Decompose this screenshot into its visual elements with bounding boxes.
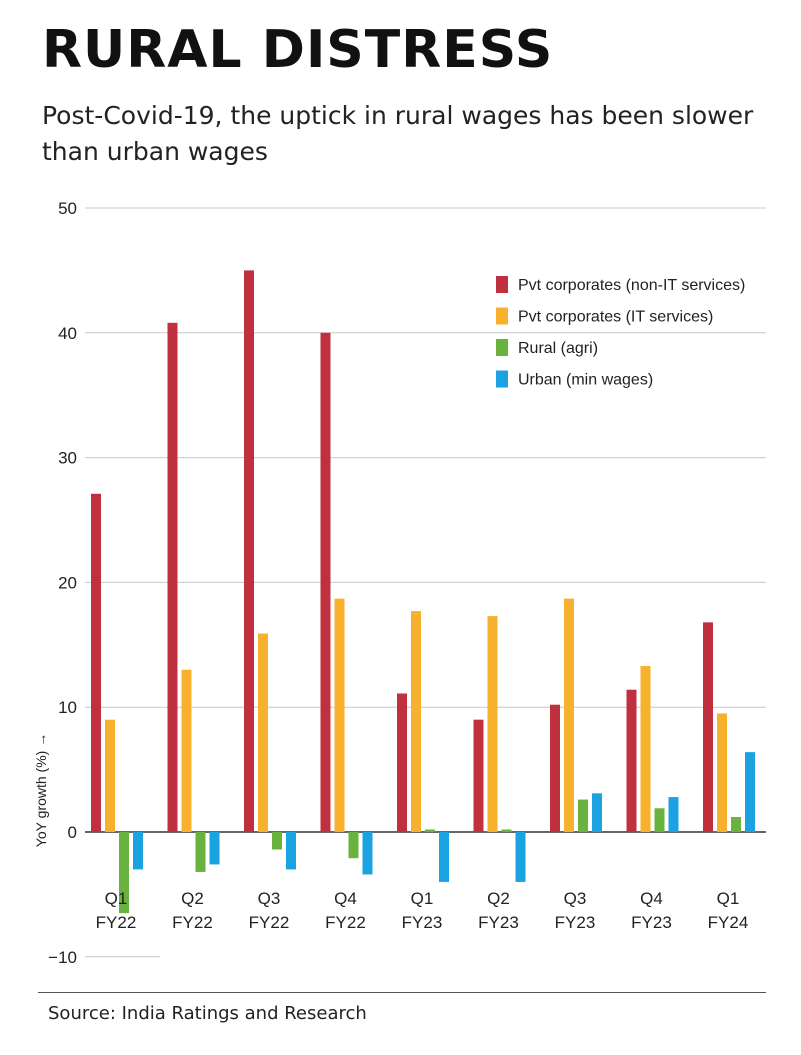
- bar-pvt-corporates-it-services: [105, 719, 115, 832]
- bar-pvt-corporates-it-services: [640, 666, 651, 832]
- bar-pvt-corporates-non-it-services: [167, 322, 178, 832]
- x-tick-label-quarter: Q1: [411, 889, 434, 908]
- chart-title: RURAL DISTRESS: [42, 20, 554, 80]
- bar-pvt-corporates-it-services: [564, 598, 574, 832]
- bar-pvt-corporates-non-it-services: [703, 622, 713, 832]
- legend-swatch: [496, 276, 508, 293]
- bar-pvt-corporates-non-it-services: [91, 493, 101, 832]
- legend-swatch: [496, 370, 508, 388]
- legend-label: Urban (min wages): [518, 372, 653, 389]
- bar-rural-agri: [425, 829, 435, 832]
- x-tick-label-quarter: Q4: [640, 889, 663, 908]
- bar-urban-min-wages: [668, 797, 679, 832]
- bar-pvt-corporates-it-services: [717, 713, 727, 832]
- bar-rural-agri: [348, 832, 359, 859]
- legend-swatch: [496, 307, 508, 325]
- bar-urban-min-wages: [592, 793, 602, 832]
- x-tick-label-quarter: Q3: [564, 889, 587, 908]
- bar-pvt-corporates-non-it-services: [626, 689, 637, 832]
- x-tick-label-year: FY23: [555, 913, 596, 932]
- bar-pvt-corporates-non-it-services: [320, 332, 331, 832]
- bar-urban-min-wages: [133, 832, 143, 870]
- bar-pvt-corporates-non-it-services: [473, 719, 484, 832]
- bar-pvt-corporates-it-services: [334, 598, 345, 832]
- y-tick-label: 50: [58, 199, 77, 218]
- bar-urban-min-wages: [209, 832, 220, 865]
- x-tick-label-year: FY22: [172, 913, 213, 932]
- bar-urban-min-wages: [745, 752, 755, 832]
- source-note: Source: India Ratings and Research: [48, 1003, 367, 1024]
- y-tick-label: 30: [58, 449, 77, 468]
- x-tick-label-year: FY22: [249, 913, 290, 932]
- bar-rural-agri: [654, 808, 665, 832]
- bar-pvt-corporates-it-services: [258, 633, 268, 832]
- y-tick-label: 20: [58, 573, 77, 592]
- bar-urban-min-wages: [286, 832, 296, 870]
- y-axis-label: YoY growth (%) →: [33, 733, 49, 847]
- x-tick-label-year: FY24: [708, 913, 749, 932]
- legend-label: Rural (agri): [518, 340, 598, 357]
- y-tick-label: 10: [58, 698, 77, 717]
- x-tick-label-year: FY23: [631, 913, 672, 932]
- x-tick-label-year: FY22: [96, 913, 137, 932]
- bar-rural-agri: [195, 832, 206, 872]
- legend-label: Pvt corporates (IT services): [518, 309, 713, 326]
- bar-urban-min-wages: [362, 832, 373, 875]
- x-tick-label-year: FY23: [402, 913, 443, 932]
- bar-pvt-corporates-non-it-services: [397, 693, 407, 832]
- bar-pvt-corporates-non-it-services: [550, 704, 560, 832]
- y-tick-label: −10: [48, 948, 77, 967]
- x-tick-label-quarter: Q1: [717, 889, 740, 908]
- x-tick-label-year: FY22: [325, 913, 366, 932]
- bar-pvt-corporates-it-services: [181, 669, 192, 832]
- bar-rural-agri: [119, 832, 129, 914]
- x-tick-label-quarter: Q2: [181, 889, 204, 908]
- bar-urban-min-wages: [515, 832, 526, 882]
- bar-pvt-corporates-it-services: [411, 611, 421, 832]
- bar-rural-agri: [272, 832, 282, 850]
- legend-swatch: [496, 339, 508, 356]
- legend-label: Pvt corporates (non-IT services): [518, 277, 745, 294]
- x-tick-label-year: FY23: [478, 913, 519, 932]
- x-tick-label-quarter: Q2: [487, 889, 510, 908]
- bar-rural-agri: [578, 799, 588, 832]
- bar-pvt-corporates-it-services: [487, 616, 498, 832]
- y-tick-label: 0: [68, 823, 77, 842]
- x-tick-label-quarter: Q3: [258, 889, 281, 908]
- bar-urban-min-wages: [439, 832, 449, 882]
- x-tick-label-quarter: Q1: [105, 889, 128, 908]
- chart-subtitle: Post-Covid-19, the uptick in rural wages…: [42, 101, 754, 166]
- x-tick-label-quarter: Q4: [334, 889, 357, 908]
- y-tick-label: 40: [58, 324, 77, 343]
- bar-rural-agri: [501, 829, 512, 832]
- bar-rural-agri: [731, 817, 741, 832]
- footer-divider: [38, 992, 766, 993]
- chart-area: −10 0 10 20 30 40 50 Q1 FY22 Q2 FY22 Q3 FY22 Q4 FY22 Q…: [33, 199, 766, 967]
- bar-pvt-corporates-non-it-services: [244, 270, 254, 832]
